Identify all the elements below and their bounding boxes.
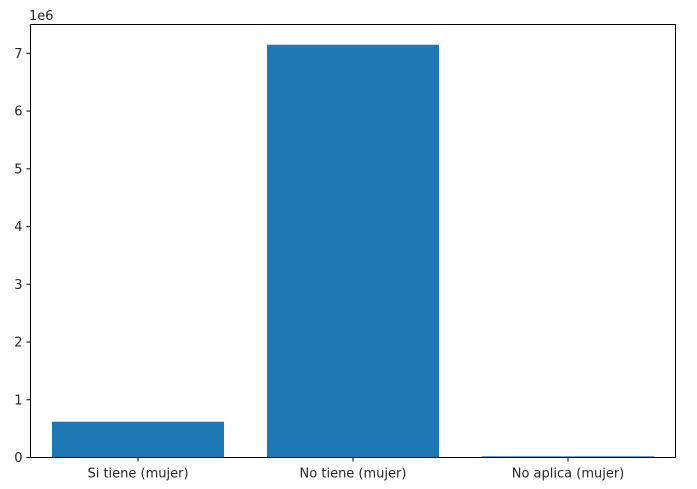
y-tick-label: 2 xyxy=(14,336,22,351)
y-tick-label: 7 xyxy=(14,47,22,62)
bar-2 xyxy=(267,44,439,458)
y-tick-label: 3 xyxy=(14,278,22,293)
x-tick-label: No aplica (mujer) xyxy=(512,467,625,482)
bar-3 xyxy=(482,456,654,458)
y-tick-label: 0 xyxy=(14,451,22,466)
bar-1 xyxy=(52,421,224,458)
y-tick-label: 6 xyxy=(14,105,22,120)
y-tick-label: 4 xyxy=(14,220,22,235)
x-axis: Si tiene (mujer) No tiene (mujer) No aplic… xyxy=(87,457,625,482)
x-tick-label: Si tiene (mujer) xyxy=(87,467,188,482)
y-axis-offset-label: 1e6 xyxy=(29,9,54,24)
plot-frame xyxy=(30,24,676,458)
y-tick-label: 5 xyxy=(14,162,22,177)
y-axis: 0 1 2 3 4 5 6 7 xyxy=(14,47,31,466)
bars-group xyxy=(52,44,654,458)
x-tick-label: No tiene (mujer) xyxy=(300,467,407,482)
y-tick-label: 1 xyxy=(14,393,22,408)
